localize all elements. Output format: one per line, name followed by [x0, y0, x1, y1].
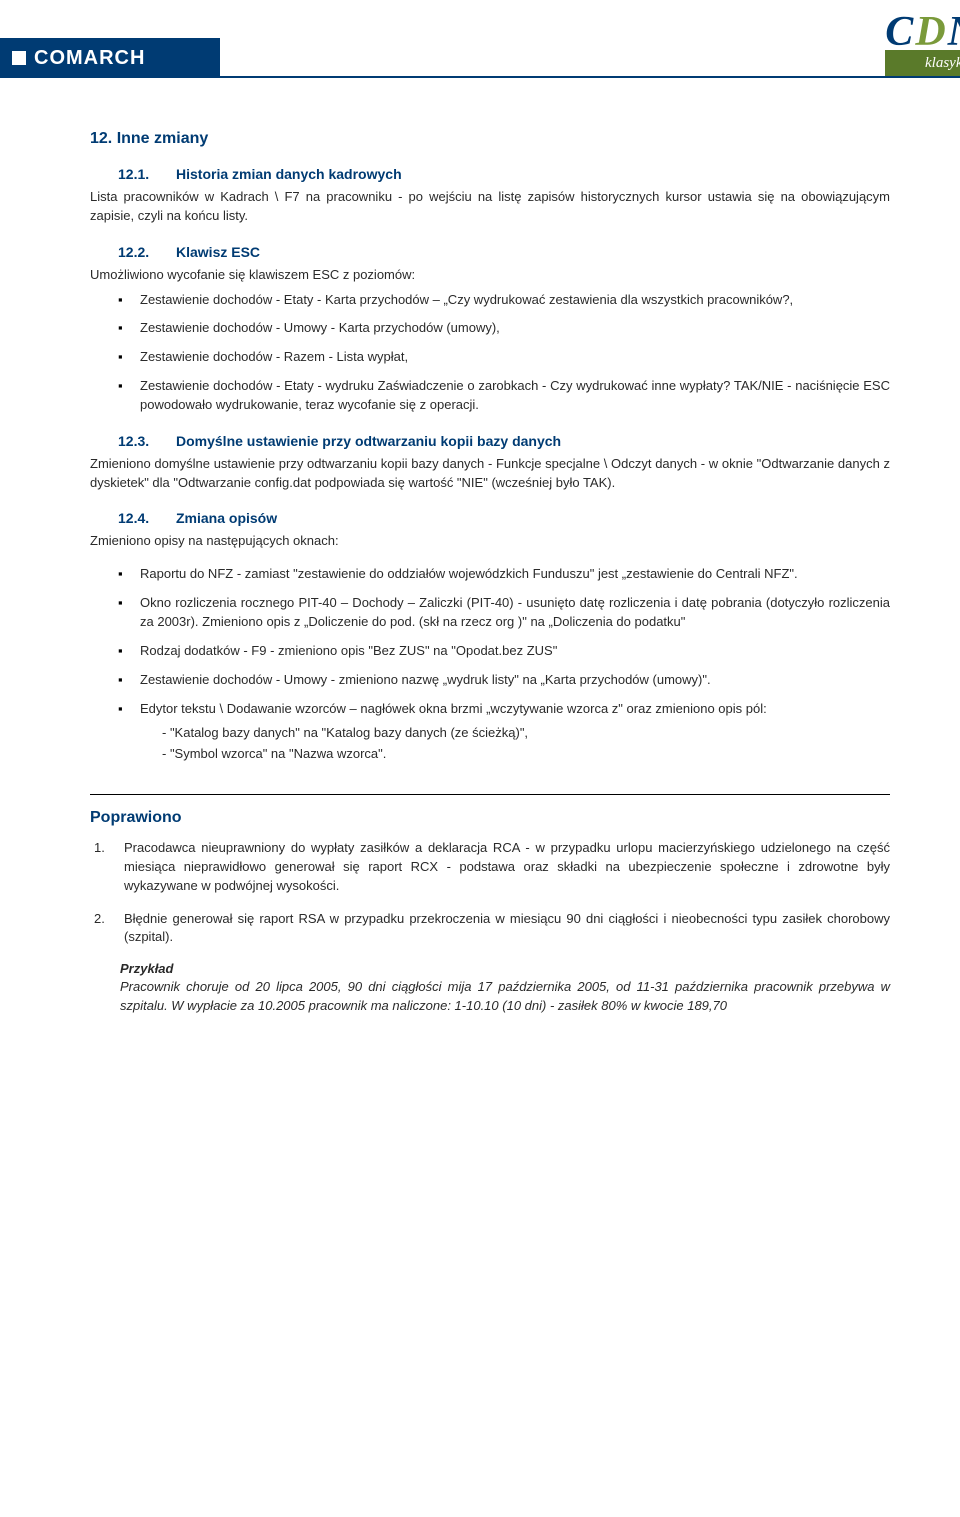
sub-dash-list: - "Katalog bazy danych" na "Katalog bazy…	[162, 724, 890, 764]
list-item: Raportu do NFZ - zamiast "zestawienie do…	[118, 565, 890, 584]
header-rule	[220, 76, 960, 78]
subsection-title: Domyślne ustawienie przy odtwarzaniu kop…	[176, 433, 561, 449]
subsection-12-4: 12.4. Zmiana opisów	[118, 510, 890, 526]
subsection-12-3-body: Zmieniono domyślne ustawienie przy odtwa…	[90, 455, 890, 493]
brand-name: COMARCH	[34, 47, 145, 70]
logo-subtext: klasyka	[925, 55, 960, 72]
logo-letter-d: D	[915, 9, 947, 55]
subsection-title: Historia zmian danych kadrowych	[176, 166, 402, 182]
list-item: Zestawienie dochodów - Umowy - zmieniono…	[118, 671, 890, 690]
fixed-title: Poprawiono	[90, 809, 890, 827]
dash-item: - "Katalog bazy danych" na "Katalog bazy…	[162, 724, 890, 743]
subsection-12-4-lead: Zmieniono opisy na następujących oknach:	[90, 532, 890, 551]
brand-bar: COMARCH	[0, 38, 220, 78]
fixed-item: Błędnie generował się raport RSA w przyp…	[94, 910, 890, 948]
subsection-12-1-body: Lista pracowników w Kadrach \ F7 na prac…	[90, 188, 890, 226]
subsection-num: 12.1.	[118, 166, 158, 182]
subsection-12-1: 12.1. Historia zmian danych kadrowych	[118, 166, 890, 182]
fixed-list: Pracodawca nieuprawniony do wypłaty zasi…	[94, 839, 890, 947]
list-item: Edytor tekstu \ Dodawanie wzorców – nagł…	[118, 700, 890, 765]
example-body: Pracownik choruje od 20 lipca 2005, 90 d…	[120, 978, 890, 1016]
subsection-title: Zmiana opisów	[176, 510, 277, 526]
page-header: COMARCH CDN klasyka	[0, 0, 960, 110]
section-title: 12. Inne zmiany	[90, 130, 890, 148]
subsection-num: 12.4.	[118, 510, 158, 526]
example-label: Przykład	[120, 961, 890, 976]
list-item: Zestawienie dochodów - Umowy - Karta prz…	[118, 319, 890, 338]
dash-item: - "Symbol wzorca" na "Nazwa wzorca".	[162, 745, 890, 764]
subsection-12-2: 12.2. Klawisz ESC	[118, 244, 890, 260]
list-item: Rodzaj dodatków - F9 - zmieniono opis "B…	[118, 642, 890, 661]
subsection-num: 12.3.	[118, 433, 158, 449]
logo-cdn-text: CDN	[885, 8, 960, 56]
list-item: Zestawienie dochodów - Etaty - Karta prz…	[118, 291, 890, 310]
brand-square-icon	[12, 51, 26, 65]
logo-letter-n: N	[948, 9, 960, 55]
list-item: Okno rozliczenia rocznego PIT-40 – Docho…	[118, 594, 890, 632]
subsection-title: Klawisz ESC	[176, 244, 260, 260]
fixed-item: Pracodawca nieuprawniony do wypłaty zasi…	[94, 839, 890, 896]
list-item-text: Edytor tekstu \ Dodawanie wzorców – nagł…	[140, 701, 767, 716]
subsection-12-2-lead: Umożliwiono wycofanie się klawiszem ESC …	[90, 266, 890, 285]
list-item: Zestawienie dochodów - Razem - Lista wyp…	[118, 348, 890, 367]
product-logo: CDN klasyka	[885, 8, 960, 76]
page-content: 12. Inne zmiany 12.1. Historia zmian dan…	[0, 130, 960, 1056]
logo-letter-c: C	[885, 9, 915, 55]
subsection-12-2-list: Zestawienie dochodów - Etaty - Karta prz…	[118, 291, 890, 415]
subsection-12-3: 12.3. Domyślne ustawienie przy odtwarzan…	[118, 433, 890, 449]
subsection-num: 12.2.	[118, 244, 158, 260]
section-divider	[90, 794, 890, 795]
subsection-12-4-list: Raportu do NFZ - zamiast "zestawienie do…	[118, 565, 890, 764]
list-item: Zestawienie dochodów - Etaty - wydruku Z…	[118, 377, 890, 415]
